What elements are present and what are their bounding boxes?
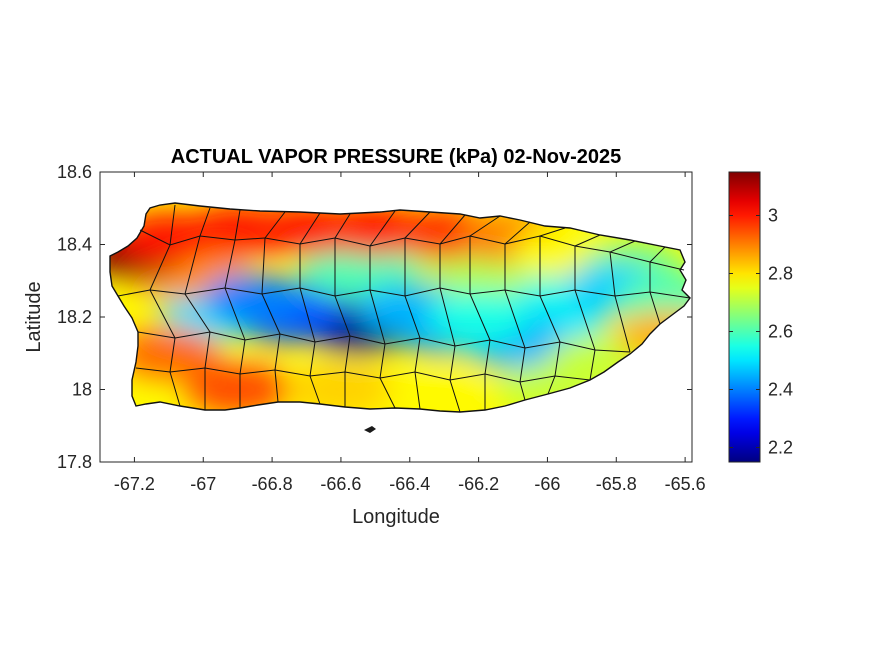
y-tick-label: 18.2 (57, 307, 92, 327)
colorbar-tick-label: 2.2 (768, 438, 793, 458)
field-sample (615, 272, 690, 325)
municipality-boundary (609, 240, 636, 353)
caja-de-muertos-island (364, 426, 376, 433)
colorbar-tick-label: 2.4 (768, 380, 793, 400)
municipality-boundary (539, 227, 566, 395)
x-tick-label: -66.6 (320, 474, 361, 494)
colorbar-tick-label: 2.8 (768, 264, 793, 284)
field-sample (185, 363, 290, 412)
x-tick-label: -65.8 (596, 474, 637, 494)
municipality-boundary (184, 207, 211, 410)
puerto-rico-coastline (109, 202, 691, 413)
field-sample (116, 327, 221, 380)
municipality-boundary (135, 367, 591, 383)
x-tick-label: -67 (190, 474, 216, 494)
municipality-boundary (439, 214, 466, 413)
y-axis: 17.8 18 18.2 18.4 18.6 (57, 162, 692, 472)
municipality-boundary (149, 204, 181, 407)
field-sample (202, 272, 307, 325)
municipality-boundary (299, 212, 321, 405)
field-sample (288, 363, 393, 412)
municipality-boundary (504, 221, 531, 401)
municipality-boundary (261, 211, 286, 403)
x-tick-label: -66.8 (252, 474, 293, 494)
x-tick-label: -65.6 (665, 474, 706, 494)
municipality-boundary (334, 213, 351, 407)
municipality-boundaries (117, 204, 691, 413)
municipality-boundary (649, 246, 666, 325)
x-tick-label: -66 (534, 474, 560, 494)
y-tick-label: 18.6 (57, 162, 92, 182)
municipality-boundary (404, 211, 431, 410)
municipality-boundary (224, 209, 246, 408)
colorbar-tick-label: 3 (768, 206, 778, 226)
x-tick-label: -66.4 (389, 474, 430, 494)
municipality-boundary (469, 215, 501, 410)
chart-title: ACTUAL VAPOR PRESSURE (kPa) 02-Nov-2025 (171, 146, 622, 168)
plot-area (99, 171, 693, 463)
x-tick-label: -67.2 (114, 474, 155, 494)
y-axis-label: Latitude (23, 281, 45, 352)
y-tick-label: 18.4 (57, 235, 92, 255)
colorbar: 2.2 2.4 2.6 2.8 3 (728, 171, 793, 463)
colorbar-scale (728, 171, 761, 463)
municipality-boundary (369, 210, 396, 409)
y-tick-label: 17.8 (57, 452, 92, 472)
colorbar-tick-label: 2.6 (768, 322, 793, 342)
y-tick-label: 18 (72, 380, 92, 400)
field-sample (426, 291, 531, 343)
x-axis: -67.2 -67 -66.8 -66.6 -66.4 -66.2 -66 -65.8 -65.… (114, 172, 706, 494)
x-axis-label: Longitude (352, 506, 440, 528)
x-tick-label: -66.2 (458, 474, 499, 494)
municipality-boundary (574, 234, 601, 381)
